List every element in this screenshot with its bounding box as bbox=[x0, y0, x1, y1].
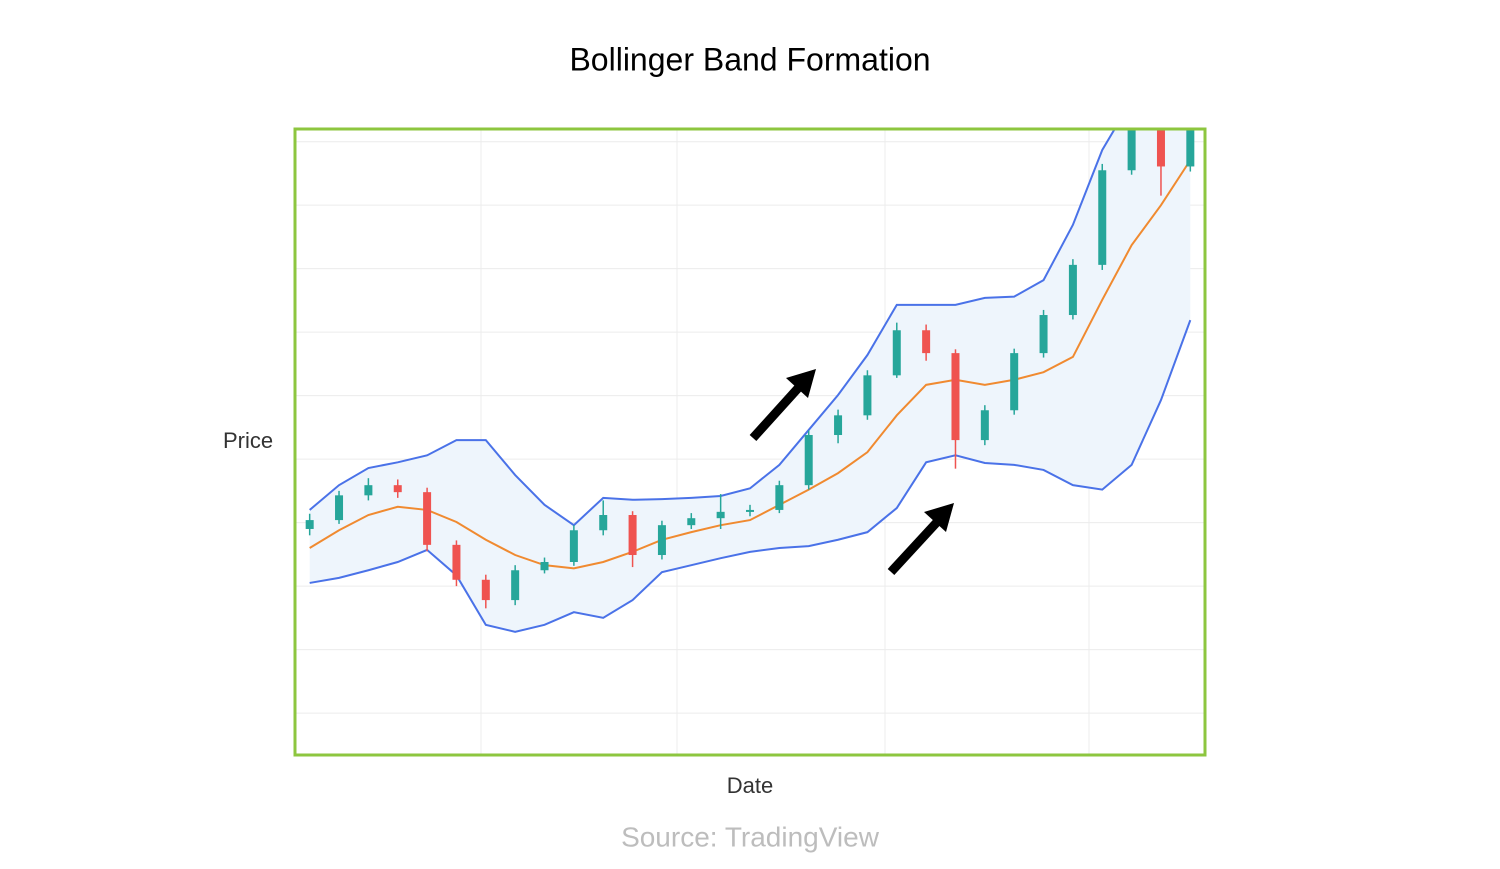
band-fill bbox=[309, 129, 1191, 632]
candle-body bbox=[863, 375, 872, 416]
upper-band-line bbox=[309, 129, 1116, 527]
arrow-shaft bbox=[887, 517, 942, 576]
arrow-shaft bbox=[749, 382, 804, 442]
candle-body bbox=[335, 495, 344, 521]
candle-body bbox=[775, 485, 784, 510]
candle-body bbox=[364, 485, 373, 496]
candle-body bbox=[1098, 170, 1107, 265]
candle-body bbox=[1127, 130, 1136, 171]
candle-body bbox=[716, 511, 725, 519]
candle-body bbox=[834, 415, 843, 436]
candle-body bbox=[746, 509, 754, 512]
arrow-head bbox=[924, 503, 954, 532]
candle-body bbox=[393, 485, 402, 493]
arrow-head bbox=[786, 369, 816, 398]
candle-body bbox=[569, 530, 578, 562]
plot-border bbox=[293, 127, 1207, 757]
y-axis-label: Price bbox=[223, 428, 273, 453]
candle-body bbox=[305, 520, 314, 529]
arrows bbox=[749, 369, 954, 576]
candle-body bbox=[687, 518, 696, 526]
candle-body bbox=[892, 330, 901, 376]
candle-body bbox=[657, 525, 666, 556]
candle-body bbox=[804, 435, 813, 486]
candle-body bbox=[1186, 129, 1195, 167]
candle-body bbox=[599, 515, 608, 531]
candle-body bbox=[1156, 130, 1165, 167]
candle-body bbox=[951, 353, 960, 441]
middle-band-line bbox=[309, 159, 1192, 570]
candle-body bbox=[628, 515, 637, 556]
candle-body bbox=[1039, 315, 1048, 354]
candle-body bbox=[511, 570, 520, 601]
candle-body bbox=[423, 492, 432, 545]
x-axis-label: Date bbox=[727, 773, 773, 798]
candle-body bbox=[481, 579, 490, 601]
candle-body bbox=[452, 544, 461, 580]
candle-body bbox=[922, 330, 931, 354]
source-note: Source: TradingView bbox=[621, 821, 880, 852]
plot-area bbox=[305, 129, 1195, 633]
candle-body bbox=[540, 561, 549, 571]
candle-body bbox=[980, 410, 989, 441]
candle-body bbox=[1068, 264, 1077, 316]
candle-body bbox=[1010, 353, 1019, 411]
chart-title: Bollinger Band Formation bbox=[569, 41, 930, 77]
